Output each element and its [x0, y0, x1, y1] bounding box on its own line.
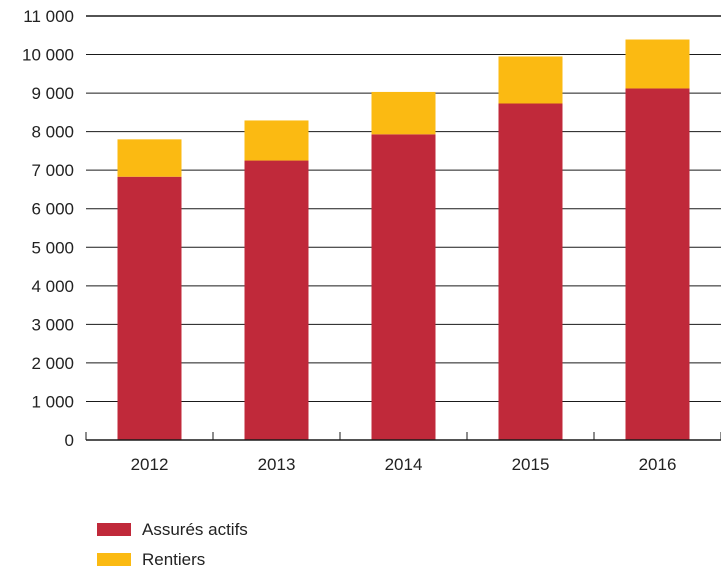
- y-tick-label: 3 000: [31, 315, 74, 334]
- bar-assures-actifs-2014: [371, 134, 436, 441]
- legend-swatch: [97, 553, 131, 566]
- y-tick-label: 6 000: [31, 200, 74, 219]
- y-tick-label: 8 000: [31, 123, 74, 142]
- bar-rentiers-2013: [244, 120, 309, 161]
- legend: Assurés actifs Rentiers: [97, 520, 248, 569]
- bar-rentiers-2014: [371, 91, 436, 135]
- y-tick-label: 2 000: [31, 354, 74, 373]
- y-tick-label: 5 000: [31, 238, 74, 257]
- x-tick-label: 2012: [131, 455, 169, 474]
- legend-swatch: [97, 523, 131, 536]
- y-axis-tick-labels: 0 1 000 2 000 3 000 4 000 5 000 6 000 7 000 8 00…: [22, 7, 74, 450]
- x-tick-label: 2014: [385, 455, 423, 474]
- x-axis-tick-labels: 2012 2013 2014 2015 2016: [131, 455, 677, 474]
- y-tick-label: 10 000: [22, 46, 74, 65]
- legend-label: Assurés actifs: [142, 520, 248, 539]
- x-tick-label: 2015: [512, 455, 550, 474]
- bar-rentiers-2015: [498, 56, 563, 104]
- legend-label: Rentiers: [142, 550, 205, 569]
- bars: [117, 39, 690, 441]
- x-tick-label: 2013: [258, 455, 296, 474]
- y-tick-label: 11 000: [23, 7, 74, 26]
- y-tick-label: 9 000: [31, 84, 74, 103]
- bar-assures-actifs-2015: [498, 103, 563, 441]
- y-tick-label: 4 000: [31, 277, 74, 296]
- bar-assures-actifs-2013: [244, 160, 309, 440]
- y-tick-label: 1 000: [31, 392, 74, 411]
- bar-rentiers-2016: [625, 39, 690, 89]
- bar-assures-actifs-2012: [117, 176, 182, 440]
- x-tick-label: 2016: [639, 455, 677, 474]
- bar-rentiers-2012: [117, 139, 182, 177]
- x-axis: [85, 432, 721, 441]
- bar-assures-actifs-2016: [625, 88, 690, 440]
- y-tick-label: 7 000: [31, 161, 74, 180]
- y-tick-label: 0: [65, 431, 74, 450]
